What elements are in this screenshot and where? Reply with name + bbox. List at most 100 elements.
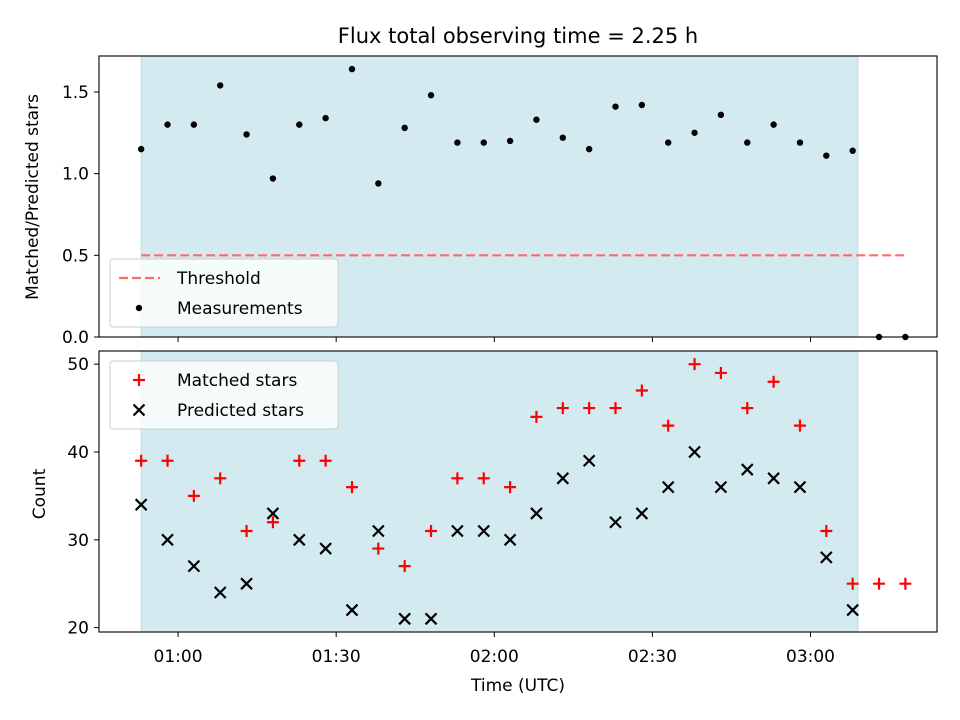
measurements-point-1	[137, 145, 145, 153]
top-y-tick-label-4: 1.5	[62, 83, 89, 103]
matched-stars-point-23	[714, 366, 727, 379]
predicted-stars-point-16	[530, 507, 543, 520]
matched-stars-point-30	[899, 577, 912, 590]
matched-stars-point-22	[688, 358, 701, 371]
measurements-point-12	[427, 92, 435, 99]
predicted-stars-point-10	[372, 524, 385, 538]
chart-title: Flux total observing time = 2.25 h	[338, 24, 698, 48]
matched-stars-legend-marker	[133, 374, 145, 386]
predicted-stars-point-25	[767, 472, 780, 485]
x-axis-label: Time (UTC)	[470, 676, 565, 696]
matched-stars-point-3	[187, 489, 200, 502]
predicted-stars-point-7	[292, 533, 306, 547]
predicted-stars-point-12	[424, 612, 438, 626]
threshold-legend-label: Threshold	[176, 269, 261, 289]
predicted-stars-point-22	[688, 445, 701, 459]
top-panel-y-axis-label: Matched/Predicted stars	[23, 94, 43, 300]
measurements-point-4	[217, 82, 224, 89]
matched-stars-point-1	[135, 454, 148, 467]
measurements-point-28	[849, 147, 856, 154]
bottom-y-tick-label-2: 30	[67, 531, 89, 551]
predicted-stars-point-21	[661, 480, 675, 494]
x-tick-label-1: 01:00	[154, 647, 203, 667]
x-tick-label-5: 03:00	[786, 647, 835, 667]
matched-stars-point-28	[846, 577, 859, 590]
measurements-point-15	[506, 137, 514, 145]
matched-stars-point-10	[372, 542, 385, 555]
predicted-stars-legend-marker	[132, 403, 146, 417]
x-tick-label-2: 01:30	[312, 647, 361, 667]
top-y-tick-label-1: 0.0	[62, 328, 89, 348]
predicted-stars-point-14	[477, 524, 491, 538]
measurements-legend-label: Measurements	[177, 299, 303, 319]
bottom-axes-frame	[98, 350, 938, 633]
measurements-point-11	[401, 124, 408, 132]
measurements-point-19	[612, 103, 619, 110]
measurements-point-7	[296, 121, 303, 128]
measurements-point-18	[585, 145, 593, 153]
bottom-legend-box	[109, 360, 339, 430]
predicted-stars-point-5	[240, 577, 253, 590]
matched-stars-point-18	[583, 402, 596, 415]
top-axes-frame	[98, 55, 938, 338]
measurements-point-16	[533, 116, 540, 123]
matched-stars-point-19	[609, 402, 622, 415]
predicted-stars-point-15	[503, 533, 517, 547]
measurements-point-25	[770, 121, 777, 128]
measurements-point-8	[322, 114, 329, 122]
predicted-stars-point-3	[187, 559, 201, 573]
measurements-point-5	[243, 131, 250, 138]
matched-stars-point-8	[319, 454, 332, 467]
measurements-legend-marker	[135, 304, 143, 312]
matched-stars-legend-label: Matched stars	[177, 371, 297, 391]
matched-stars-point-12	[425, 525, 438, 538]
predicted-stars-point-18	[582, 454, 596, 468]
measurements-point-23	[717, 111, 725, 119]
measurements-point-20	[638, 101, 646, 109]
x-tick-label-4: 02:30	[628, 647, 677, 667]
measurements-point-27	[823, 152, 830, 159]
predicted-stars-point-23	[714, 480, 728, 494]
measurements-point-26	[796, 139, 804, 146]
predicted-stars-point-4	[213, 586, 227, 599]
top-y-tick-label-3: 1.0	[62, 165, 89, 185]
bottom-y-tick-label-3: 40	[67, 443, 89, 463]
matched-stars-point-6	[266, 516, 279, 529]
predicted-stars-point-13	[451, 524, 464, 538]
matched-stars-point-29	[873, 577, 886, 590]
x-tick-label-3: 02:00	[470, 647, 519, 667]
measurements-point-2	[164, 121, 171, 128]
matched-stars-point-15	[504, 481, 517, 494]
predicted-stars-point-6	[266, 507, 280, 520]
bottom-panel-y-axis-label: Count	[30, 468, 50, 519]
predicted-stars-point-28	[846, 603, 859, 617]
matched-stars-point-24	[741, 402, 754, 415]
measurements-point-21	[665, 139, 672, 146]
predicted-stars-point-2	[161, 533, 174, 547]
matched-stars-point-14	[477, 472, 490, 485]
top-y-tick-label-2: 0.5	[62, 246, 89, 266]
predicted-stars-point-24	[740, 463, 754, 476]
matched-stars-point-26	[793, 419, 806, 432]
measurements-point-9	[348, 65, 356, 73]
matched-stars-point-13	[451, 472, 464, 485]
measurements-point-3	[190, 121, 198, 128]
predicted-stars-point-27	[820, 551, 833, 564]
matched-stars-point-27	[820, 525, 833, 538]
predicted-stars-point-8	[319, 542, 332, 555]
matched-stars-point-17	[556, 402, 569, 415]
predicted-stars-point-11	[398, 612, 411, 626]
predicted-stars-point-9	[345, 603, 359, 617]
predicted-stars-point-19	[609, 515, 622, 529]
measurements-point-10	[375, 180, 382, 187]
matched-stars-point-5	[240, 525, 253, 538]
measurements-point-17	[559, 134, 566, 141]
matched-stars-point-9	[345, 481, 358, 494]
matched-stars-point-16	[530, 410, 543, 423]
measurements-point-14	[480, 139, 487, 146]
predicted-stars-point-1	[134, 498, 148, 511]
predicted-stars-point-26	[793, 480, 807, 494]
matched-stars-point-11	[398, 560, 411, 573]
top-legend-box	[109, 258, 339, 328]
